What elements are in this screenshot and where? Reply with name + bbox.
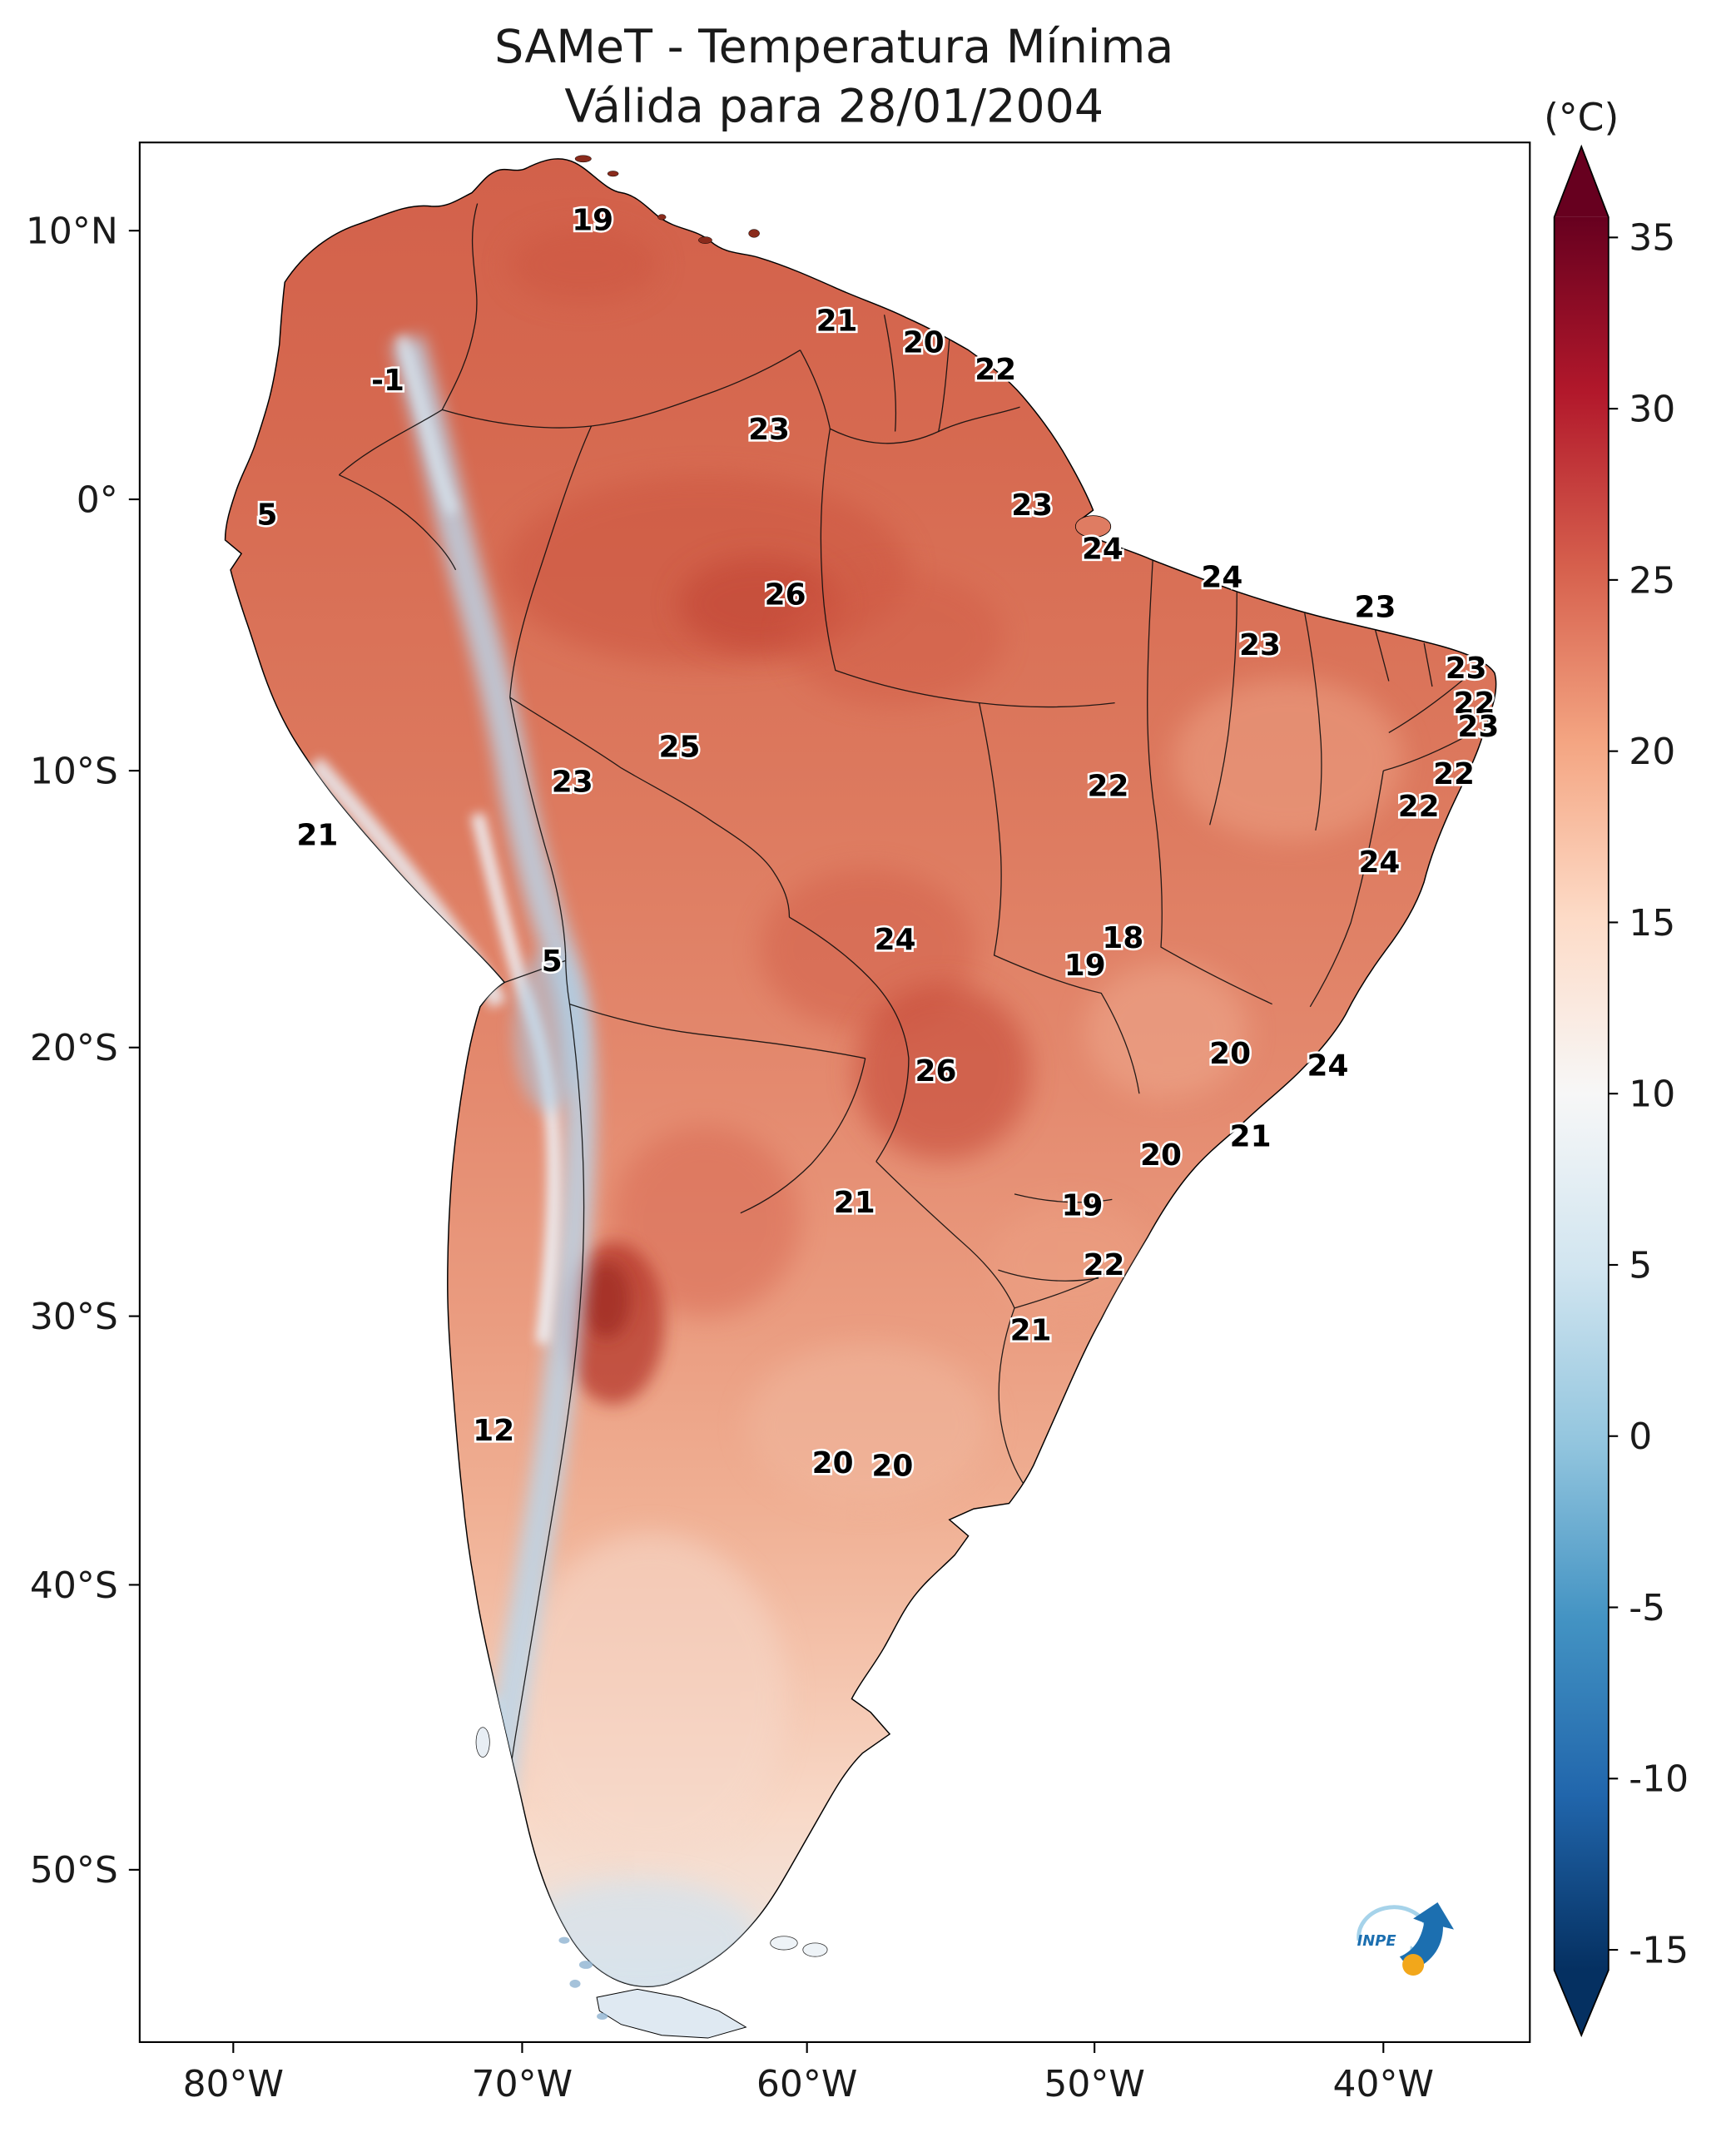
map-frame bbox=[138, 141, 1531, 2043]
colorbar-gradient-body bbox=[1554, 216, 1609, 1971]
colorbar-tick-label: 35 bbox=[1629, 217, 1675, 260]
station-temperature-label: 23 bbox=[1355, 590, 1396, 624]
latitude-tick-label: 0° bbox=[77, 478, 118, 521]
station-temperature-label: 20 bbox=[1209, 1037, 1251, 1071]
longitude-axis: 80°W 70°W 60°W 50°W 40°W bbox=[183, 2041, 1434, 2105]
station-temperature-label: 26 bbox=[765, 578, 806, 612]
station-temperature-label: 24 bbox=[1082, 532, 1123, 566]
islands bbox=[475, 155, 1112, 2039]
station-temperature-label: 12 bbox=[473, 1414, 514, 1448]
latitude-tick-label: 40°S bbox=[30, 1564, 118, 1607]
colorbar-tick-label: -10 bbox=[1629, 1758, 1689, 1801]
station-temperature-label: 20 bbox=[871, 1450, 913, 1484]
figure-title: SAMeT - Temperatura Mínima bbox=[494, 21, 1173, 74]
latitude-axis: 10°N 0° 10°S 20°S 30°S 40°S 50°S bbox=[26, 211, 140, 1892]
colorbar-tick-label: 0 bbox=[1629, 1416, 1652, 1458]
falkland-islands bbox=[770, 1936, 798, 1951]
station-temperature-label: 22 bbox=[1398, 790, 1440, 824]
logo-bold-arrow bbox=[1399, 1902, 1455, 1971]
station-temperature-label: 20 bbox=[1140, 1138, 1182, 1173]
station-temperature-label: 22 bbox=[975, 353, 1016, 387]
colorbar-outline bbox=[1553, 144, 1610, 2038]
station-temperature-label: 23 bbox=[748, 413, 790, 447]
figure-subtitle: Válida para 28/01/2004 bbox=[564, 81, 1104, 134]
station-temperature-label: 20 bbox=[812, 1446, 854, 1480]
longitude-tick-label: 50°W bbox=[1044, 2063, 1144, 2105]
station-temperature-label: -1 bbox=[371, 364, 404, 398]
station-temperature-label: 25 bbox=[659, 730, 701, 764]
colorbar: (°C) 35 30 25 20 15 10 5 0 -5 -10 -15 bbox=[1544, 96, 1689, 2038]
country-state-borders bbox=[338, 203, 1474, 1987]
station-temperature-label: 23 bbox=[1011, 488, 1053, 523]
station-temperature-label: 22 bbox=[1433, 757, 1475, 791]
logo-orange-dot bbox=[1402, 1953, 1425, 1976]
station-temperature-label: 5 bbox=[257, 498, 278, 533]
inpe-logo: INPE bbox=[1357, 1902, 1455, 1976]
longitude-tick-label: 80°W bbox=[183, 2063, 284, 2105]
colorbar-tick-label: 10 bbox=[1629, 1074, 1675, 1116]
station-temperature-label: 19 bbox=[572, 204, 613, 238]
logo-wordmark: INPE bbox=[1357, 1932, 1396, 1950]
station-temperature-label: 21 bbox=[1230, 1119, 1272, 1153]
station-temperature-label: 22 bbox=[1088, 770, 1129, 804]
latitude-tick-label: 30°S bbox=[30, 1296, 118, 1338]
station-temperature-label: 23 bbox=[1239, 628, 1281, 662]
chiloe-island bbox=[475, 1727, 490, 1758]
longitude-tick-label: 40°W bbox=[1333, 2063, 1434, 2105]
station-temperature-label: 22 bbox=[1454, 687, 1495, 721]
station-temperature-label: 22 bbox=[1084, 1248, 1125, 1282]
latitude-tick-label: 20°S bbox=[30, 1027, 118, 1069]
marajo-island bbox=[1074, 515, 1112, 538]
trinidad-island bbox=[748, 229, 760, 238]
station-temperature-label: 21 bbox=[1010, 1313, 1052, 1347]
station-temperature-label: 5 bbox=[542, 945, 563, 979]
latitude-tick-label: 10°S bbox=[30, 751, 118, 793]
station-temperature-label: 24 bbox=[1201, 561, 1242, 595]
colorbar-unit-label: (°C) bbox=[1544, 96, 1619, 140]
latitude-tick-label: 50°S bbox=[30, 1849, 118, 1892]
tierra-del-fuego bbox=[596, 1988, 747, 2039]
colorbar-tick-label: 25 bbox=[1629, 559, 1675, 602]
station-temperature-label: 18 bbox=[1102, 921, 1143, 955]
station-temperature-label: 19 bbox=[1064, 949, 1106, 983]
colorbar-tick-label: 30 bbox=[1629, 389, 1675, 431]
colorbar-extend-min-arrow bbox=[1554, 1970, 1609, 2035]
latitude-tick-label: 10°N bbox=[26, 211, 118, 253]
station-temperature-label: 24 bbox=[875, 923, 916, 957]
colorbar-tick-label: -15 bbox=[1629, 1929, 1689, 1971]
station-temperature-label: 21 bbox=[816, 304, 858, 338]
colorbar-tick-label: 15 bbox=[1629, 902, 1675, 945]
station-temperature-label: 24 bbox=[1307, 1049, 1349, 1083]
colorbar-tick-label: 20 bbox=[1629, 731, 1675, 773]
station-temperature-label: 23 bbox=[552, 766, 593, 800]
station-temperature-label: 26 bbox=[915, 1054, 957, 1088]
station-temperature-label: 21 bbox=[296, 818, 338, 852]
station-temperature-label: 23 bbox=[1446, 652, 1487, 686]
station-temperature-label: 23 bbox=[1457, 710, 1499, 744]
station-temperature-label: 20 bbox=[903, 325, 945, 359]
colorbar-ticks: 35 30 25 20 15 10 5 0 -5 -10 -15 bbox=[1608, 217, 1689, 1971]
station-temperature-label: 24 bbox=[1358, 845, 1400, 880]
colorbar-tick-label: -5 bbox=[1629, 1587, 1665, 1629]
longitude-tick-label: 60°W bbox=[756, 2063, 857, 2105]
station-temperature-label: 19 bbox=[1062, 1188, 1104, 1222]
andes-cold-band bbox=[391, 335, 598, 1900]
colorbar-extend-max-arrow bbox=[1554, 146, 1609, 217]
longitude-tick-label: 70°W bbox=[472, 2063, 573, 2105]
colorbar-tick-label: 5 bbox=[1629, 1244, 1652, 1287]
station-temperature-label: 21 bbox=[834, 1186, 875, 1220]
